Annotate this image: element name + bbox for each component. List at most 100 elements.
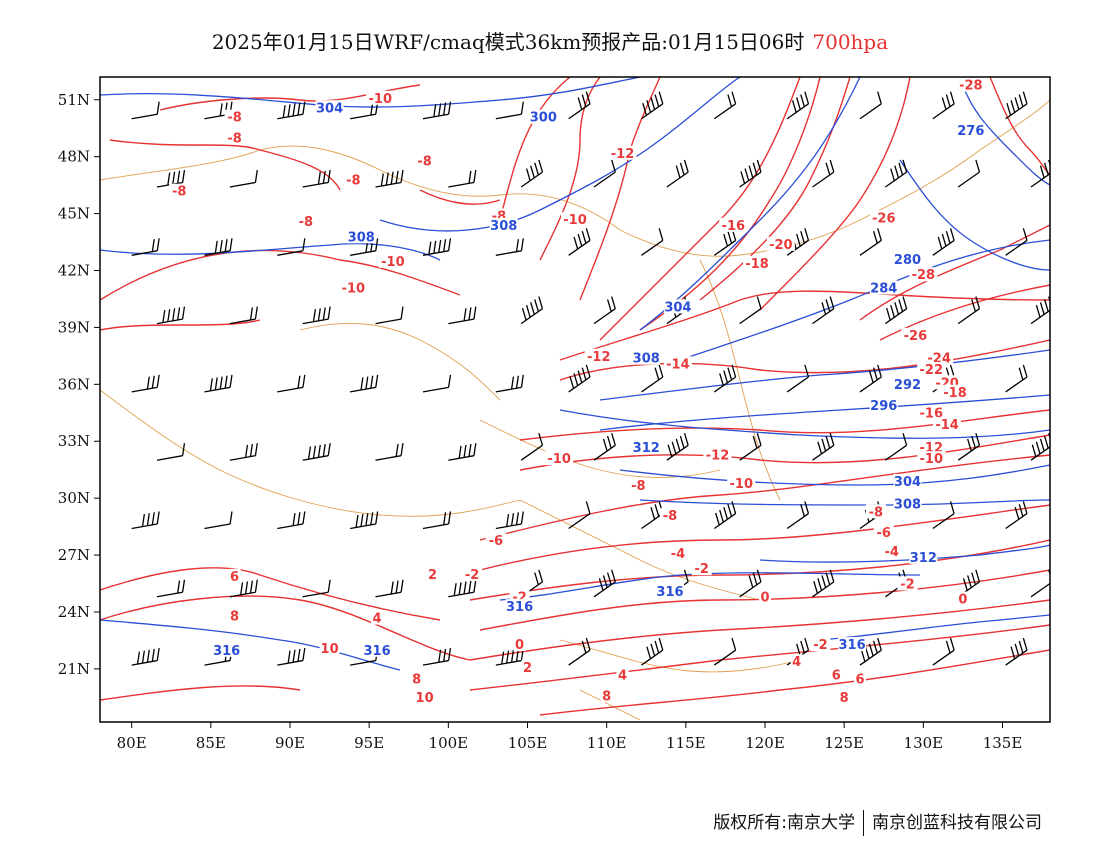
temperature-contour — [559, 339, 1050, 381]
lat-tick-label: 27N — [58, 546, 90, 564]
wind-barb — [713, 501, 737, 530]
wind-barb — [302, 443, 331, 461]
temperature-label-bg — [897, 576, 918, 591]
wind-barb — [568, 91, 591, 120]
temperature-label-bg — [521, 659, 534, 674]
temperature-label-bg — [869, 210, 898, 225]
temperature-label-bg — [881, 544, 902, 559]
wind-barb — [812, 159, 835, 188]
temperature-label-bg — [941, 384, 969, 399]
temperature-label: -4 — [884, 545, 898, 560]
wind-barb — [786, 91, 810, 120]
wind-barb — [641, 637, 664, 666]
temperature-contour — [759, 77, 911, 311]
temperature-label: -20 — [769, 238, 793, 253]
lat-tick-label: 21N — [58, 660, 90, 678]
temperature-label-bg — [873, 525, 894, 540]
footer-left: 版权所有:南京大学 — [713, 813, 855, 833]
temperature-label-bg — [414, 690, 435, 705]
geopotential-label-bg — [347, 229, 376, 244]
wind-barb — [156, 579, 186, 598]
temperature-label: -14 — [935, 418, 959, 433]
temperature-label-bg — [956, 77, 985, 92]
temperature-label: -8 — [172, 185, 186, 200]
geopotential-contour — [599, 394, 1050, 431]
geopotential-label: 316 — [213, 644, 240, 659]
wind-barb — [131, 511, 160, 530]
temperature-label: 4 — [618, 668, 627, 683]
lat-tick-label: 39N — [58, 318, 90, 336]
temperature-label: -10 — [920, 452, 944, 467]
axis-ticks: 80E 85E 90E 95E 100E 105E 110E 115E 120E 125E 130E… — [58, 91, 1023, 752]
temperature-label-bg — [224, 130, 245, 145]
wind-barb — [859, 91, 882, 120]
temperature-contour — [109, 139, 341, 191]
geopotential-contour — [499, 572, 921, 601]
temperature-label-bg — [584, 348, 613, 363]
temperature-label-bg — [956, 591, 969, 606]
lat-tick-label: 42N — [58, 262, 90, 280]
wind-barb — [375, 169, 404, 188]
geopotential-label: 280 — [894, 253, 921, 268]
temperature-label-bg — [228, 568, 241, 583]
wind-barbs — [131, 91, 1050, 666]
geopotential-label-bg — [909, 549, 938, 564]
wind-barb — [739, 296, 762, 325]
temperature-label: 8 — [230, 610, 239, 625]
temperature-label-bg — [719, 217, 748, 232]
wind-barb — [593, 432, 616, 461]
wind-barb — [156, 306, 186, 325]
wind-barb — [302, 169, 331, 188]
geopotential-label-bg — [363, 642, 392, 657]
geopotential-label: 304 — [664, 300, 691, 315]
temperature-contour — [579, 77, 661, 301]
lat-tick-label: 48N — [58, 148, 90, 166]
temperature-label: -28 — [959, 78, 983, 93]
lon-tick-label: 115E — [666, 734, 706, 752]
wind-barb — [1005, 637, 1028, 666]
geopotential-label-bg — [838, 637, 867, 652]
wind-barb — [739, 432, 762, 461]
temperature-label: -8 — [346, 173, 360, 188]
temperature-label: 2 — [523, 661, 532, 676]
temperature-label: 0 — [760, 591, 769, 606]
temperature-label: 2 — [428, 568, 437, 583]
temperature-label: 8 — [840, 691, 849, 706]
geopotential-label-bg — [663, 299, 692, 314]
wind-barb — [568, 228, 591, 256]
temperature-label: -8 — [417, 154, 431, 169]
wind-barb — [666, 159, 689, 188]
geopotential-label: 308 — [633, 352, 660, 367]
wind-barb — [302, 579, 331, 598]
wind-barb — [277, 101, 306, 120]
wind-barb — [422, 511, 452, 530]
temperature-contour — [859, 224, 1050, 321]
wind-barb — [884, 159, 908, 188]
wind-barb — [1005, 91, 1028, 120]
wind-barb — [568, 637, 591, 666]
wind-barb — [277, 647, 306, 666]
temperature-contour — [100, 567, 441, 621]
geopotential-contour — [100, 77, 641, 108]
temperature-label-bg — [378, 253, 407, 268]
wind-barb — [812, 432, 835, 461]
geopotential-label-bg — [893, 377, 922, 392]
geopotential-contour — [100, 619, 401, 671]
wind-barb — [350, 511, 379, 530]
temperature-label: -2 — [900, 577, 914, 592]
lat-tick-label: 45N — [58, 205, 90, 223]
lon-tick-label: 110E — [587, 734, 627, 752]
wind-barb — [884, 432, 908, 461]
temperature-contour — [100, 319, 261, 331]
wind-barb — [277, 374, 306, 393]
lat-tick-label: 33N — [58, 432, 90, 450]
wind-barb — [520, 432, 544, 461]
geopotential-contour — [619, 464, 1050, 486]
boundary-lines — [100, 99, 1050, 721]
temperature-label-bg — [766, 236, 795, 251]
temperature-label-bg — [865, 504, 886, 519]
temperature-contour — [559, 290, 1050, 361]
wind-barb — [786, 501, 810, 530]
wind-barb — [932, 91, 955, 120]
lon-tick-label: 105E — [508, 734, 548, 752]
